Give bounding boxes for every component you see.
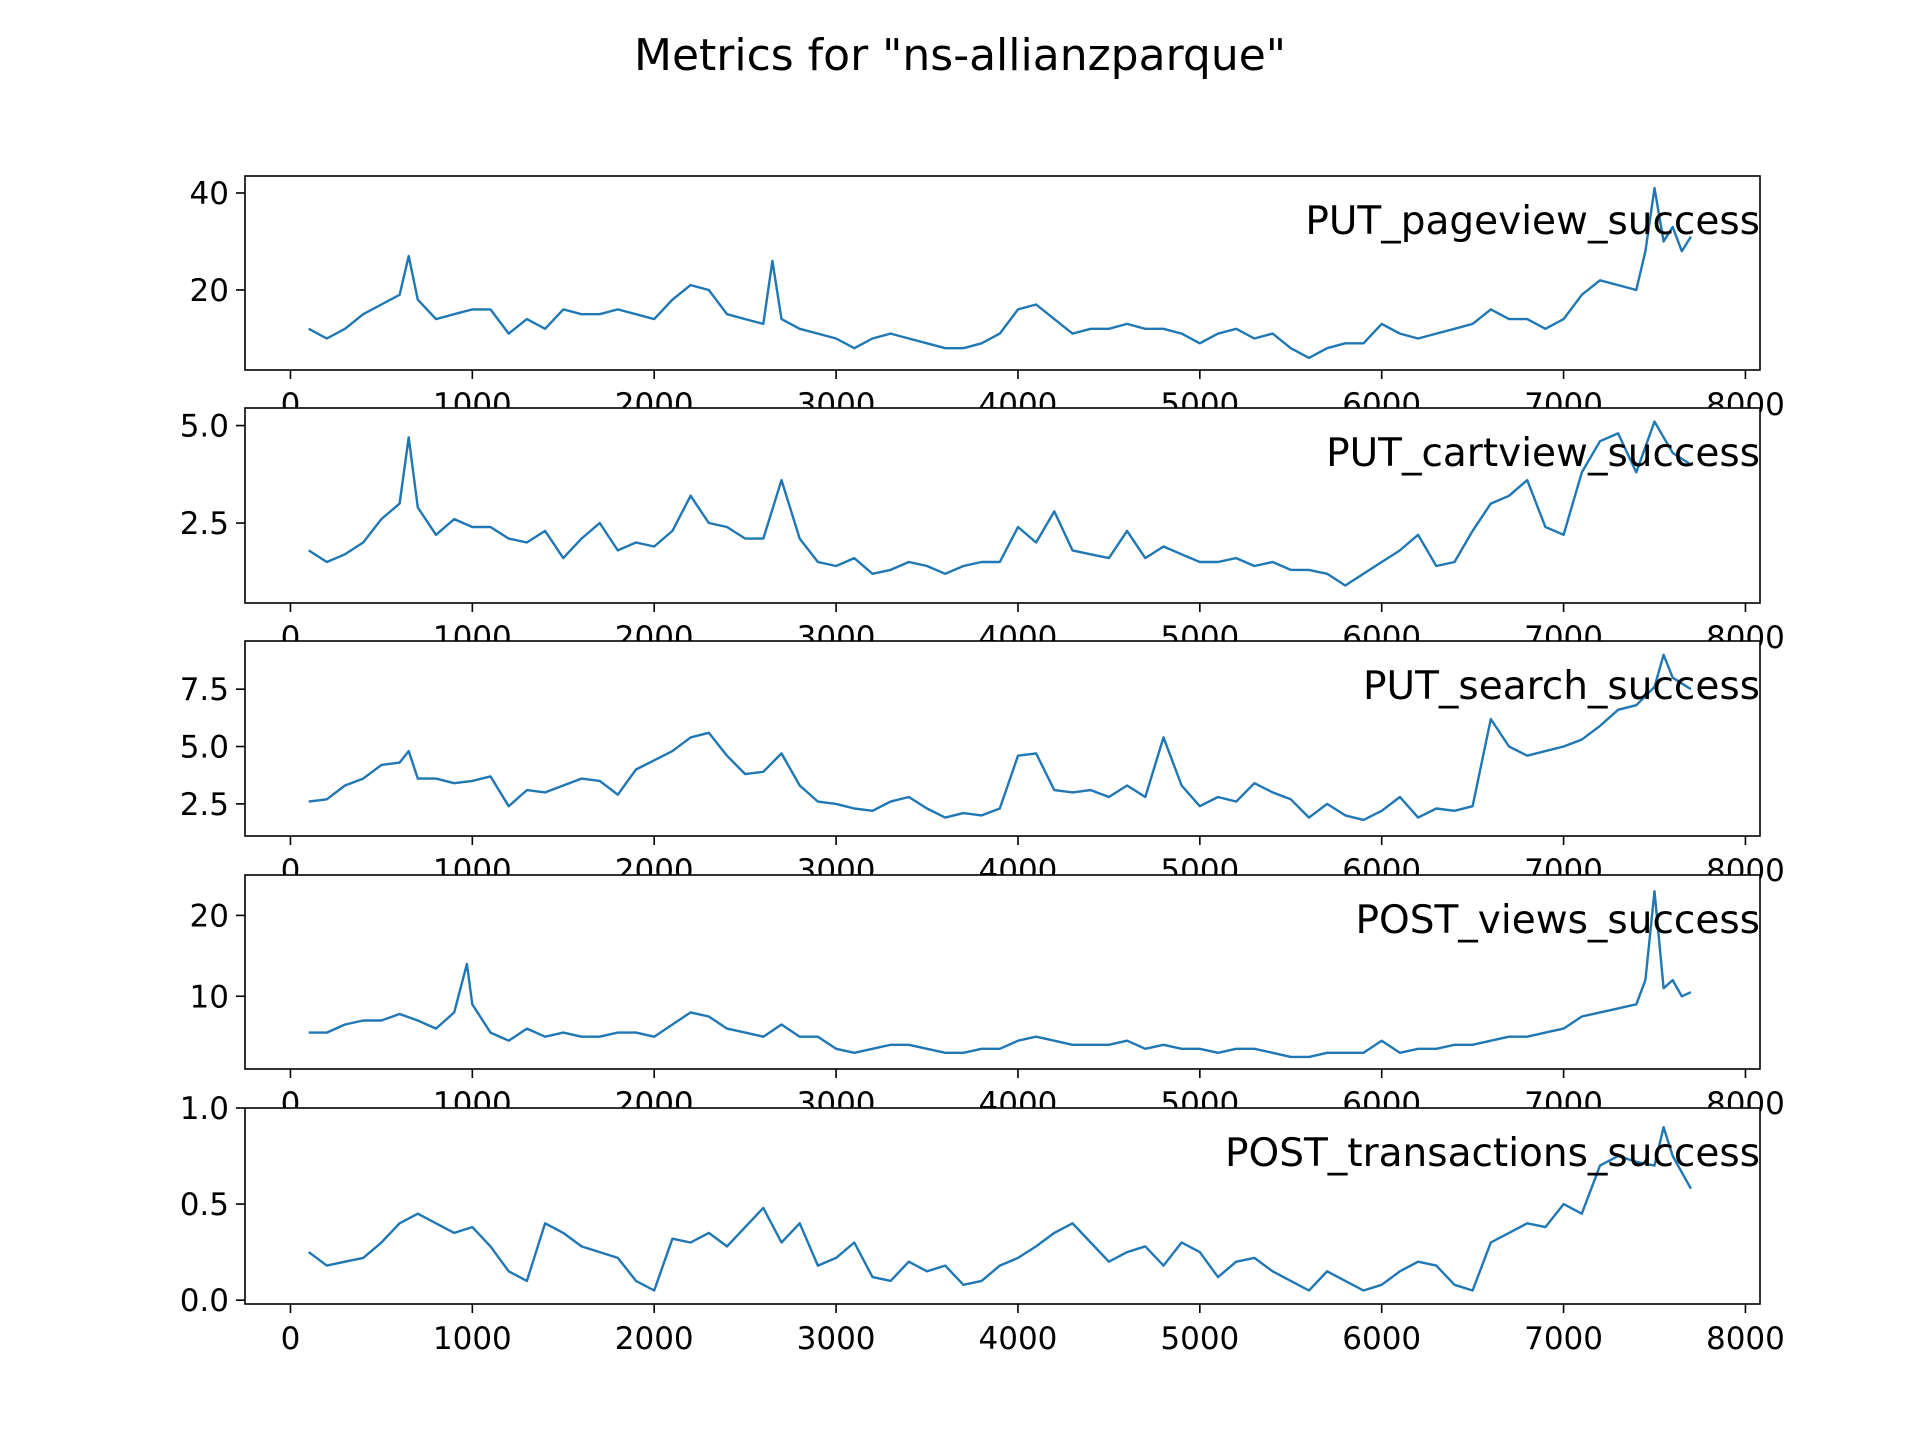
y-tick-label: 2.5	[180, 787, 229, 823]
x-tick-label: 8000	[1706, 1321, 1785, 1357]
figure-title: Metrics for "ns-allianzparque"	[634, 30, 1286, 81]
y-tick-label: 5.0	[180, 409, 229, 445]
subplot-5: 0.0 0.5 1.0 0 1000 2000 3000 4000 5000 6000 7000 80…	[180, 1091, 1785, 1357]
axes-frame	[244, 407, 1761, 604]
y-tick-label: 2.5	[180, 506, 229, 542]
axes-frame	[244, 640, 1761, 837]
series-line	[308, 186, 1692, 360]
x-tick-label: 1000	[433, 1321, 512, 1357]
axes-frame	[244, 874, 1761, 1070]
series-label: PUT_search_success	[1363, 664, 1760, 709]
y-tick-label: 5.0	[180, 730, 229, 766]
x-tick-label: 3000	[797, 1321, 876, 1357]
x-tick-label: 2000	[615, 1321, 694, 1357]
axes-background	[245, 176, 1760, 370]
y-tick-label: 10	[190, 979, 229, 1015]
y-tick-label: 7.5	[180, 672, 229, 708]
series-line	[307, 1125, 1692, 1292]
x-tick-label: 7000	[1524, 1321, 1603, 1357]
x-tick-label: 4000	[979, 1321, 1058, 1357]
y-tick-label: 0.5	[180, 1187, 229, 1223]
subplot-3: 2.55.07.50 1000 2000 3000 4000 5000 6000 7000 80…	[180, 640, 1785, 889]
series-label: PUT_cartview_success	[1326, 431, 1760, 476]
axes-frame	[244, 175, 1761, 371]
series-line	[308, 653, 1692, 822]
axes-frame	[244, 1107, 1761, 1305]
y-tick-label: 20	[190, 898, 229, 934]
series-label: POST_transactions_success	[1225, 1131, 1760, 1176]
subplot-2: 2.55.00 1000 2000 3000 4000 5000 6000 7000 8000P…	[180, 407, 1785, 656]
series-label: POST_views_success	[1356, 898, 1760, 943]
y-tick-label: 0.0	[180, 1283, 229, 1319]
axes-background	[245, 408, 1760, 603]
y-tick-label: 40	[190, 176, 229, 212]
y-tick-label: 1.0	[180, 1091, 229, 1127]
x-tick-label: 5000	[1160, 1321, 1239, 1357]
x-tick-label: 6000	[1342, 1321, 1421, 1357]
subplots: 20 40 0 1000 2000 3000 4000 5000 6000 7000 8000 PUT…	[180, 175, 1785, 1357]
x-tick-label: 0	[281, 1321, 301, 1357]
axes-background	[245, 1108, 1760, 1304]
series-label: PUT_pageview_success	[1305, 199, 1760, 244]
series-line	[308, 890, 1692, 1059]
y-tick-label: 20	[190, 273, 229, 309]
series-line	[308, 420, 1692, 587]
